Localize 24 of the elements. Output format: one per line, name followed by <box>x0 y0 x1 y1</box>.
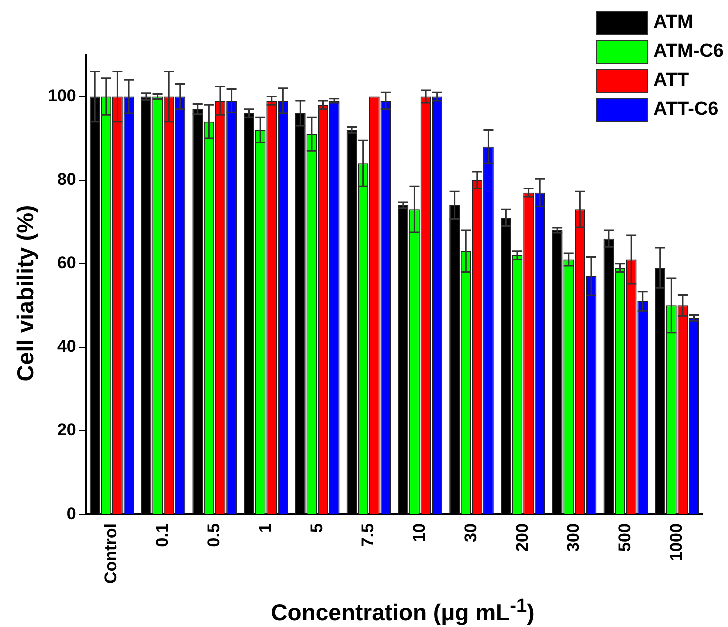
legend-label: ATT-C6 <box>654 98 719 120</box>
x-axis-title: Concentration (μg mL$^{-1}$) <box>270 596 536 627</box>
x-tick-label: 200 <box>512 524 532 552</box>
y-tick-label: 0 <box>66 504 76 524</box>
x-tick-label: 1 <box>256 524 275 534</box>
y-axis-title: Cell viability (%) <box>12 204 40 384</box>
x-tick-label: 300 <box>564 524 584 552</box>
x-tick-label: 5 <box>307 524 326 534</box>
x-tick-label: 0.5 <box>204 524 224 548</box>
x-tick-label: 10 <box>410 524 430 542</box>
x-tick-label: 1000 <box>666 524 686 562</box>
x-tick-label: Control <box>102 524 121 584</box>
y-tick-label: 20 <box>57 420 76 440</box>
x-tick-label: 500 <box>616 524 635 552</box>
y-tick-label: 60 <box>57 254 76 273</box>
legend-label: ATT <box>654 70 690 92</box>
legend-label: ATM <box>654 12 694 34</box>
y-tick-label: 80 <box>57 170 76 190</box>
x-tick-label: 0.1 <box>153 524 172 548</box>
x-tick-label: 30 <box>461 524 480 542</box>
y-tick-label: 40 <box>57 337 76 356</box>
y-tick-label: 100 <box>48 86 76 106</box>
legend-label: ATM-C6 <box>654 40 724 62</box>
x-tick-label: 7.5 <box>358 524 378 548</box>
